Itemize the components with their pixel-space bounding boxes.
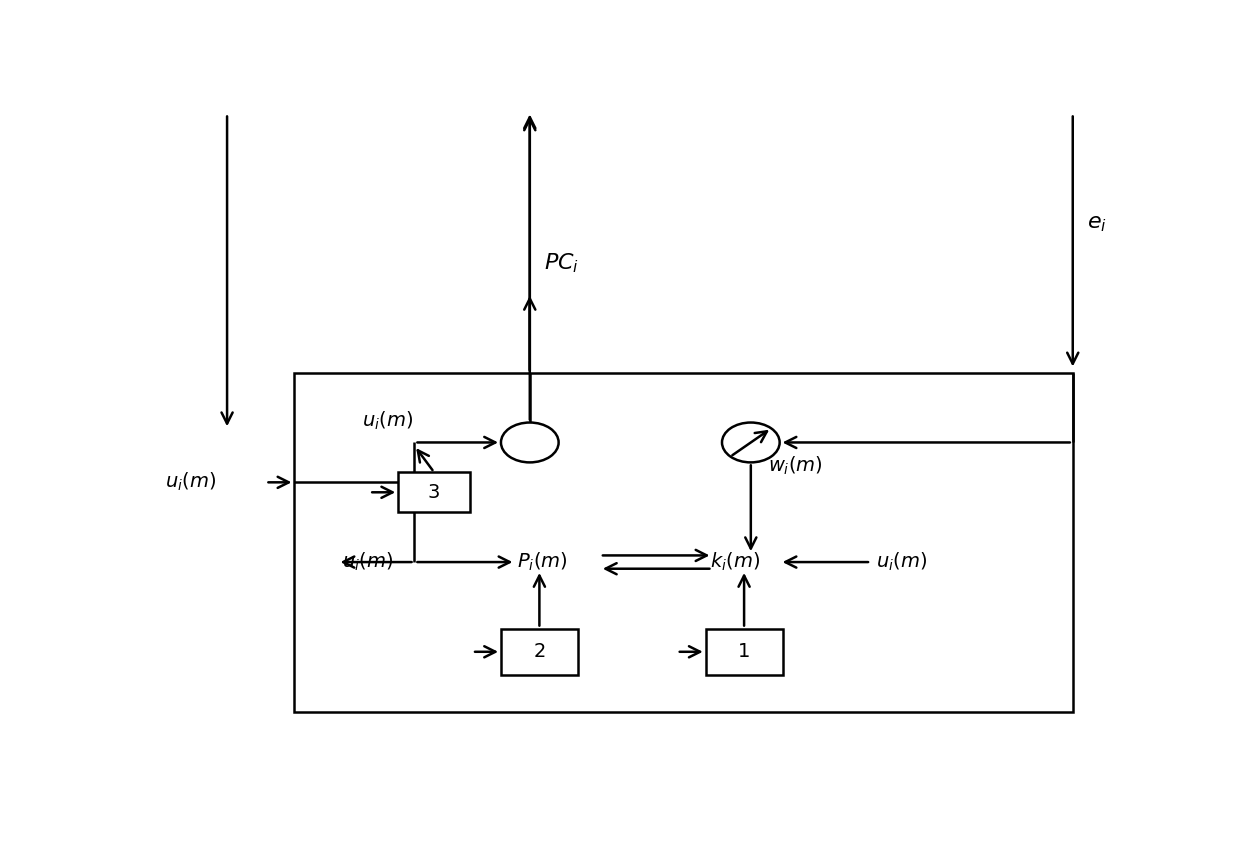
Text: 2: 2	[533, 642, 546, 661]
Text: $P_i(m)$: $P_i(m)$	[517, 551, 568, 573]
Text: $e_i$: $e_i$	[1087, 212, 1107, 234]
Bar	[501, 628, 578, 675]
Text: $w_i(m)$: $w_i(m)$	[768, 455, 823, 477]
Text: 3: 3	[428, 482, 440, 501]
Text: $PC_i$: $PC_i$	[544, 251, 579, 274]
Bar	[706, 628, 782, 675]
Circle shape	[501, 423, 558, 463]
Bar	[294, 373, 1073, 712]
Bar	[398, 472, 470, 513]
Text: $k_i(m)$: $k_i(m)$	[711, 551, 760, 573]
Text: $u_i(m)$: $u_i(m)$	[875, 551, 928, 573]
Text: $u_i(m)$: $u_i(m)$	[362, 410, 413, 432]
Text: $u_i(m)$: $u_i(m)$	[165, 471, 216, 494]
Text: 1: 1	[738, 642, 750, 661]
Text: $u_i(m)$: $u_i(m)$	[342, 551, 393, 573]
Circle shape	[722, 423, 780, 463]
